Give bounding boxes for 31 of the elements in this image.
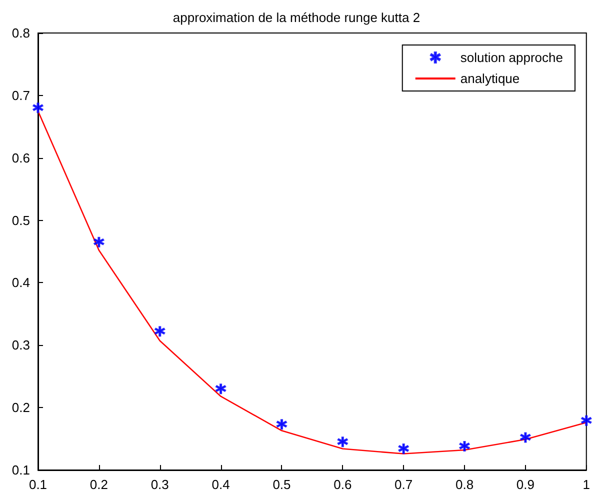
x-tick-label: 0.5 — [272, 477, 291, 492]
y-tick-label: 0.4 — [12, 275, 30, 290]
point — [154, 326, 166, 337]
x-tick-label: 1 — [582, 477, 590, 492]
point — [276, 419, 287, 430]
x-tick-label: 0.6 — [334, 477, 352, 492]
x-tick-label: 0.8 — [455, 477, 474, 492]
point — [520, 432, 531, 443]
point — [459, 441, 470, 452]
y-tick-label: 0.3 — [12, 338, 30, 353]
y-tick-label: 0.5 — [12, 212, 30, 228]
legend-label: solution approche — [460, 50, 564, 65]
point — [32, 102, 44, 114]
point — [337, 436, 348, 448]
x-tick-label: 0.1 — [28, 477, 48, 492]
y-tick-label: 0.7 — [12, 88, 30, 103]
point — [216, 384, 226, 394]
y-tick-label: 0.8 — [12, 26, 30, 40]
y-tick-label: 0.6 — [12, 150, 30, 166]
y-tick-label: 0.1 — [12, 462, 30, 478]
x-tick-label: 0.9 — [516, 477, 534, 492]
chart-title: approximation de la méthode runge kutta 2 — [172, 10, 420, 25]
x-tick-label: 0.7 — [394, 477, 413, 492]
x-tick-label: 0.3 — [150, 477, 169, 492]
y-tick-label: 0.2 — [12, 400, 30, 416]
x-tick-label: 0.4 — [212, 477, 230, 492]
point — [398, 444, 409, 454]
point — [94, 236, 104, 248]
point — [581, 415, 592, 426]
legend-label: analytique — [460, 71, 520, 86]
x-tick-label: 0.2 — [90, 477, 108, 492]
